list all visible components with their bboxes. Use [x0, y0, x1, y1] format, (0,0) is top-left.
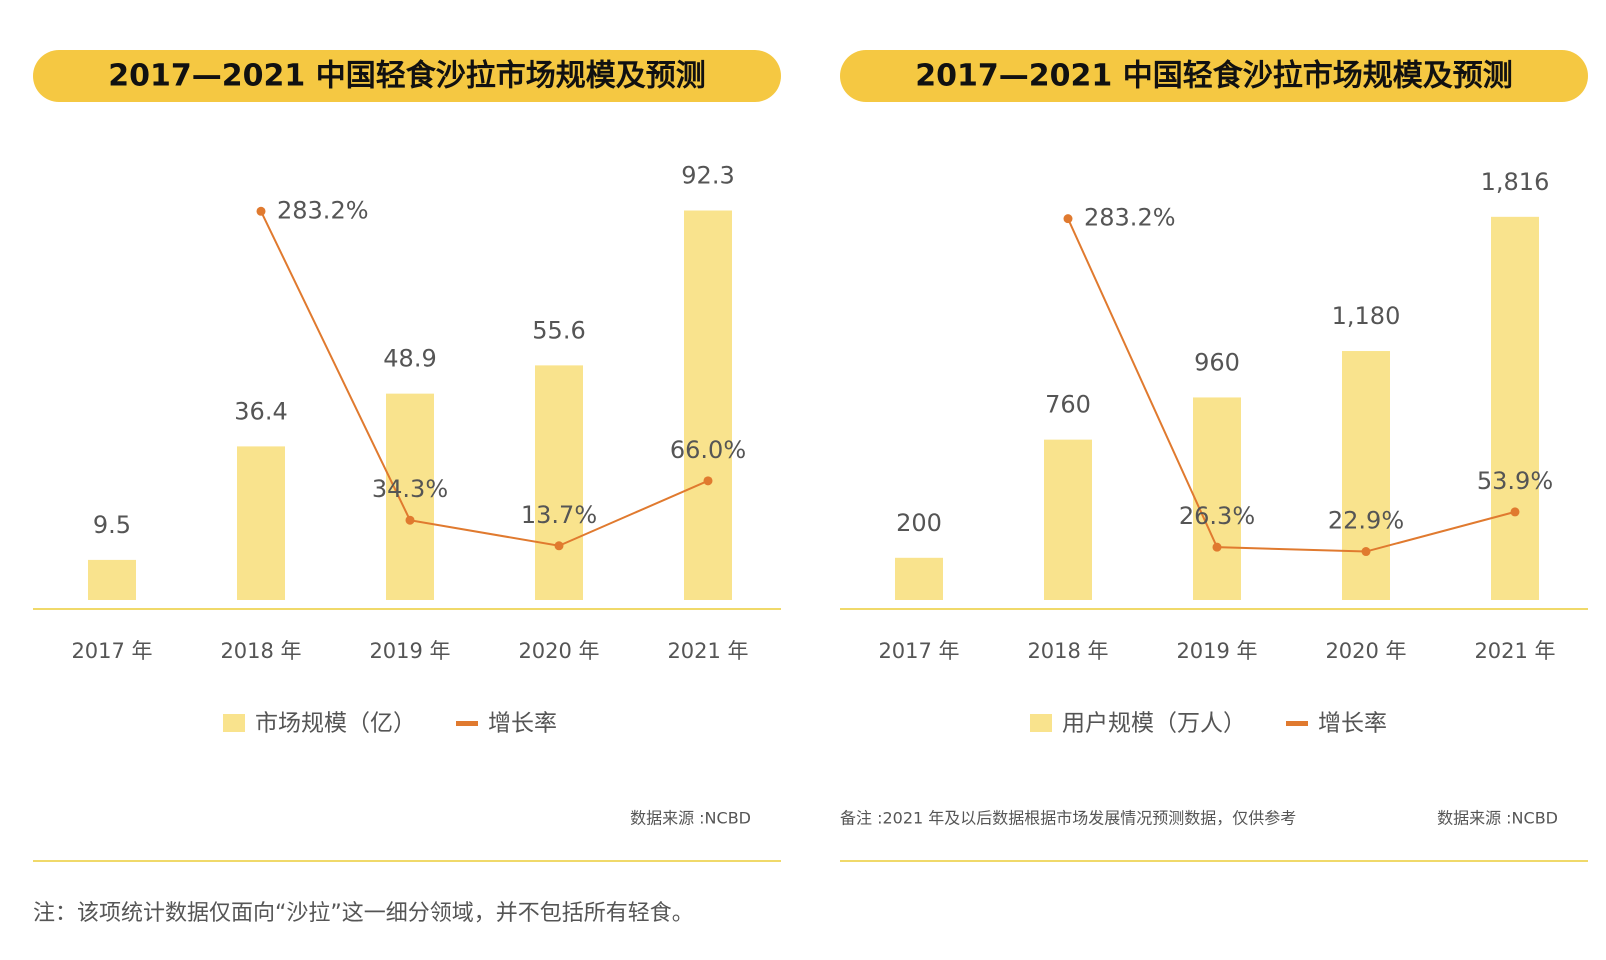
growth-point [405, 515, 415, 525]
bar [895, 557, 943, 600]
growth-point [703, 476, 713, 486]
x-tick-label: 2018 年 [220, 639, 301, 663]
bar [1491, 216, 1539, 600]
bar [1342, 351, 1390, 600]
bar-label: 200 [896, 509, 942, 537]
chart-title: 2017—2021 中国轻食沙拉市场规模及预测 [108, 59, 705, 94]
bar [684, 210, 732, 600]
legend-label: 增长率 [488, 711, 557, 737]
source: 数据来源 :NCBD [1437, 809, 1558, 828]
growth-point [554, 541, 564, 551]
growth-point [1212, 542, 1222, 552]
bar [386, 393, 434, 600]
growth-point [1510, 507, 1520, 517]
growth-label: 283.2% [277, 196, 369, 224]
bar-label: 1,816 [1481, 168, 1550, 196]
title-banner [33, 50, 781, 102]
x-tick-label: 2021 年 [1474, 639, 1555, 663]
x-tick-label: 2019 年 [369, 639, 450, 663]
growth-label: 34.3% [372, 475, 448, 503]
bar-label: 48.9 [383, 345, 436, 373]
x-tick-label: 2020 年 [1325, 639, 1406, 663]
legend-swatch [1286, 721, 1308, 726]
bar-label: 960 [1194, 348, 1240, 376]
bar [1193, 397, 1241, 600]
bar-label: 36.4 [234, 397, 287, 425]
growth-line [260, 210, 709, 547]
legend-label: 增长率 [1318, 711, 1387, 737]
x-tick-label: 2019 年 [1176, 639, 1257, 663]
legend-swatch [1030, 714, 1052, 732]
growth-point [256, 206, 266, 216]
growth-label: 22.9% [1328, 507, 1404, 535]
bar [1044, 439, 1092, 600]
bar [88, 559, 136, 600]
growth-label: 53.9% [1477, 467, 1553, 495]
note: 备注 :2021 年及以后数据根据市场发展情况预测数据，仅供参考 [840, 809, 1296, 828]
growth-point [1361, 547, 1371, 557]
growth-label: 66.0% [670, 436, 746, 464]
x-tick-label: 2021 年 [667, 639, 748, 663]
source: 数据来源 :NCBD [630, 809, 751, 828]
bar-label: 9.5 [93, 511, 131, 539]
bar-label: 1,180 [1332, 302, 1401, 330]
bar-label: 760 [1045, 391, 1091, 419]
legend-label: 市场规模（亿） [255, 711, 416, 737]
bar [237, 446, 285, 600]
x-tick-label: 2018 年 [1027, 639, 1108, 663]
footnote: 注：该项统计数据仅面向“沙拉”这一细分领域，并不包括所有轻食。 [33, 901, 694, 926]
legend-swatch [223, 714, 245, 732]
growth-line [1067, 218, 1516, 553]
bar-label: 92.3 [681, 161, 734, 189]
title-banner [840, 50, 1588, 102]
chart-title: 2017—2021 中国轻食沙拉市场规模及预测 [915, 59, 1512, 94]
growth-label: 26.3% [1179, 502, 1255, 530]
x-tick-label: 2017 年 [878, 639, 959, 663]
bar-label: 55.6 [532, 316, 585, 344]
x-tick-label: 2020 年 [518, 639, 599, 663]
growth-point [1063, 214, 1073, 224]
x-tick-label: 2017 年 [71, 639, 152, 663]
legend-swatch [456, 721, 478, 726]
legend-label: 用户规模（万人） [1062, 711, 1246, 737]
growth-label: 13.7% [521, 501, 597, 529]
growth-label: 283.2% [1084, 204, 1176, 232]
bar [535, 365, 583, 600]
